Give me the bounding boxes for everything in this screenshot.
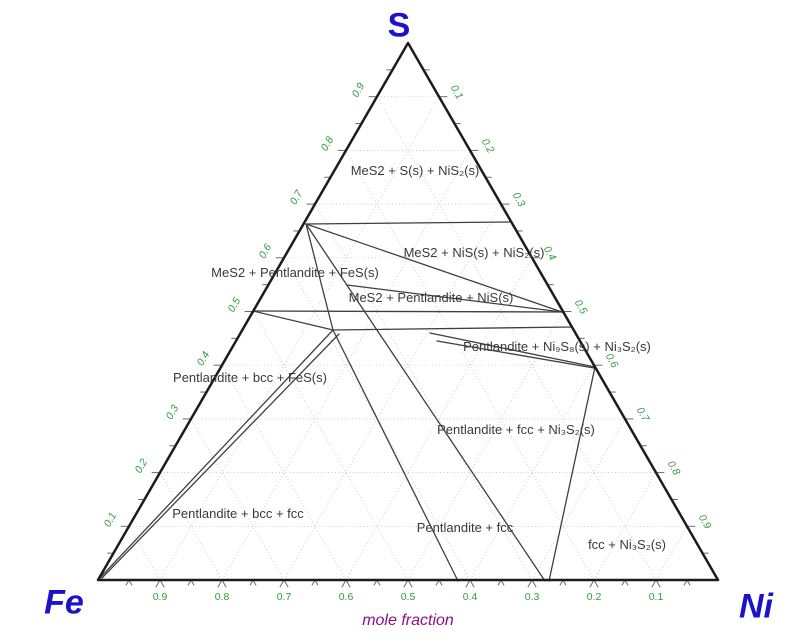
bottom-axis-tick-label: 0.9 bbox=[153, 591, 168, 603]
phase-boundary-line bbox=[305, 223, 563, 313]
right-axis-tick-label: 0.5 bbox=[572, 298, 590, 317]
phase-boundary-line bbox=[252, 310, 563, 313]
bottom-axis-tick-label: 0.7 bbox=[277, 591, 292, 603]
left-axis-tick-label: 0.6 bbox=[257, 242, 275, 261]
region-labels: MeS2 + S(s) + NiS₂(s) MeS2 + NiS(s) + NiS… bbox=[172, 163, 666, 552]
phase-boundary-line bbox=[332, 326, 573, 331]
phase-boundary-line bbox=[332, 329, 459, 582]
bottom-axis-tick-label: 0.4 bbox=[463, 591, 478, 603]
phase-boundaries bbox=[97, 221, 596, 582]
phase-boundary-line bbox=[101, 333, 340, 579]
bottom-axis-tick-label: 0.3 bbox=[525, 591, 540, 603]
left-axis-tick-label: 0.4 bbox=[195, 349, 213, 368]
phase-region-label: Pentlandite + bcc + fcc bbox=[172, 506, 304, 521]
right-axis-tick-label: 0.7 bbox=[634, 405, 652, 425]
phase-region-label: Pentlandite + fcc + Ni₃S₂(s) bbox=[437, 422, 595, 437]
bottom-axis-tick-label: 0.1 bbox=[649, 591, 664, 603]
right-axis-tick-label: 0.8 bbox=[665, 459, 683, 478]
axis-title-mole-fraction: mole fraction bbox=[362, 612, 454, 629]
phase-boundary-line bbox=[436, 340, 595, 369]
left-axis-tick-label: 0.2 bbox=[133, 457, 151, 476]
corner-label-nickel: Ni bbox=[739, 587, 773, 626]
left-axis-tick-label: 0.3 bbox=[164, 403, 182, 422]
left-axis-tick-label: 0.7 bbox=[288, 187, 306, 207]
right-axis-tick-label: 0.6 bbox=[603, 351, 621, 370]
phase-region-label: MeS2 + Pentlandite + NiS(s) bbox=[349, 290, 514, 305]
phase-boundary-line bbox=[97, 329, 334, 581]
left-axis-tick-label: 0.8 bbox=[319, 134, 337, 153]
corner-label-iron: Fe bbox=[44, 583, 84, 622]
bottom-axis-tick-label: 0.2 bbox=[587, 591, 602, 603]
phase-region-label: MeS2 + Pentlandite + FeS(s) bbox=[211, 265, 379, 280]
left-axis-tick-label: 0.5 bbox=[226, 296, 244, 315]
right-axis-tick-label: 0.3 bbox=[510, 190, 528, 209]
phase-boundary-line bbox=[346, 284, 563, 313]
phase-region-label: MeS2 + NiS(s) + NiS₂(s) bbox=[404, 245, 545, 260]
bottom-axis-tick-label: 0.5 bbox=[401, 591, 416, 603]
phase-region-label: Pentlandite + Ni₉S₈(s) + Ni₃S₂(s) bbox=[463, 339, 651, 354]
phase-boundary-line bbox=[305, 223, 546, 582]
phase-region-label: Pentlandite + fcc bbox=[417, 520, 514, 535]
right-axis-tick-label: 0.2 bbox=[479, 137, 497, 156]
right-axis-tick-label: 0.1 bbox=[448, 83, 466, 102]
phase-region-label: Pentlandite + bcc + FeS(s) bbox=[173, 370, 327, 385]
left-axis-tick-label: 0.1 bbox=[102, 510, 120, 529]
phase-boundary-line bbox=[305, 223, 334, 331]
left-axis-tick-label: 0.9 bbox=[350, 81, 368, 100]
phase-boundary-line bbox=[252, 310, 334, 331]
phase-region-label: MeS2 + S(s) + NiS₂(s) bbox=[351, 163, 480, 178]
phase-boundary-line bbox=[429, 332, 596, 368]
triangle-edges bbox=[96, 41, 720, 582]
right-axis-tick-label: 0.9 bbox=[696, 512, 714, 531]
corner-label-sulfur: S bbox=[387, 6, 411, 45]
phase-boundary-line bbox=[305, 221, 511, 225]
bottom-axis-tick-label: 0.6 bbox=[339, 591, 354, 603]
bottom-axis-tick-label: 0.8 bbox=[215, 591, 230, 603]
phase-boundary-line bbox=[548, 366, 596, 582]
phase-region-label: fcc + Ni₃S₂(s) bbox=[588, 537, 666, 552]
